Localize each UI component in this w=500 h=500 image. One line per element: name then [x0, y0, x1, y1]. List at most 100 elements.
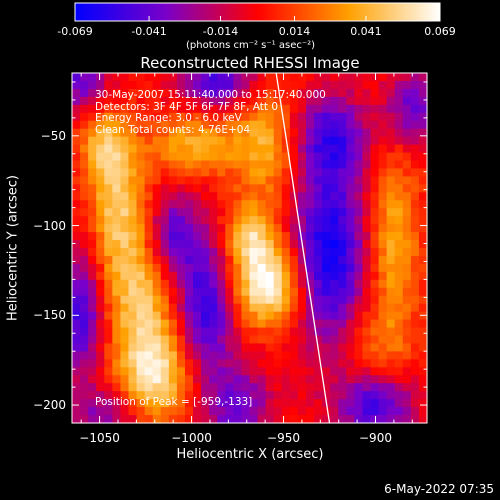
heatmap-cell	[112, 73, 122, 82]
heatmap-cell	[136, 343, 146, 352]
heatmap-cell	[362, 144, 372, 154]
colorbar-tick-label: -0.014	[202, 25, 239, 38]
heatmap-cell	[418, 96, 428, 106]
heatmap-cell	[160, 128, 170, 138]
heatmap-cell	[176, 391, 186, 400]
heatmap-cell	[330, 359, 339, 368]
heatmap-cell	[201, 359, 210, 368]
heatmap-cell	[314, 80, 323, 90]
heatmap-cell	[176, 279, 186, 289]
heatmap-cell	[346, 160, 355, 170]
heatmap-cell	[297, 104, 307, 114]
heatmap-cell	[338, 176, 347, 185]
heatmap-cell	[281, 176, 291, 185]
heatmap-cell	[305, 248, 315, 257]
heatmap-cell	[322, 327, 331, 337]
heatmap-cell	[257, 303, 267, 313]
heatmap-cell	[362, 216, 372, 225]
heatmap-cell	[80, 279, 89, 289]
heatmap-cell	[378, 73, 388, 82]
heatmap-cell	[201, 335, 210, 345]
heatmap-cell	[338, 343, 347, 352]
heatmap-cell	[330, 327, 339, 337]
heatmap-cell	[305, 224, 315, 233]
heatmap-cell	[386, 120, 396, 130]
heatmap-cell	[80, 176, 89, 185]
heatmap-cell	[249, 208, 259, 217]
heatmap-cell	[265, 136, 275, 146]
heatmap-cell	[160, 279, 170, 289]
heatmap-cell	[281, 112, 291, 122]
heatmap-cell	[160, 335, 170, 345]
heatmap-cell	[152, 73, 162, 82]
heatmap-cell	[370, 120, 380, 130]
heatmap-cell	[410, 383, 420, 392]
heatmap-cell	[96, 343, 105, 352]
heatmap-cell	[176, 343, 186, 352]
heatmap-cell	[402, 263, 412, 273]
heatmap-cell	[144, 176, 154, 185]
heatmap-cell	[72, 104, 81, 114]
heatmap-cell	[249, 88, 259, 98]
heatmap-cell	[112, 399, 122, 408]
heatmap-cell	[322, 152, 331, 162]
heatmap-cell	[241, 271, 251, 281]
heatmap-cell	[80, 184, 89, 193]
heatmap-cell	[233, 335, 243, 345]
heatmap-cell	[386, 144, 396, 154]
heatmap-cell	[184, 255, 194, 265]
heatmap-cell	[418, 232, 428, 241]
heatmap-cell	[362, 335, 372, 345]
heatmap-cell	[370, 303, 380, 313]
heatmap-cell	[394, 367, 404, 376]
heatmap-cell	[233, 104, 243, 114]
heatmap-cell	[241, 216, 251, 225]
heatmap-cell	[297, 319, 307, 329]
heatmap-cell	[72, 232, 81, 241]
heatmap-cell	[314, 88, 323, 98]
heatmap-cell	[193, 96, 202, 106]
heatmap-cell	[354, 216, 364, 225]
heatmap-cell	[249, 295, 259, 305]
heatmap-cell	[176, 248, 186, 257]
heatmap-cell	[120, 375, 130, 384]
heatmap-cell	[378, 232, 388, 241]
heatmap-cell	[136, 192, 146, 201]
heatmap-cell	[386, 343, 396, 352]
heatmap-cell	[305, 311, 315, 321]
heatmap-cell	[378, 327, 388, 337]
heatmap-cell	[257, 200, 267, 209]
heatmap-cell	[72, 351, 81, 360]
heatmap-cell	[410, 224, 420, 233]
heatmap-cell	[362, 240, 372, 249]
heatmap-cell	[346, 343, 355, 352]
heatmap-cell	[217, 184, 226, 193]
heatmap-cell	[168, 104, 178, 114]
heatmap-cell	[176, 311, 186, 321]
heatmap-cell	[297, 351, 307, 360]
heatmap-cell	[305, 407, 315, 416]
heatmap-cell	[120, 319, 130, 329]
heatmap-cell	[88, 359, 97, 368]
heatmap-cell	[378, 343, 388, 352]
heatmap-cell	[96, 383, 105, 392]
heatmap-cell	[120, 176, 130, 185]
heatmap-cell	[104, 128, 113, 138]
y-tick-label: −150	[33, 308, 66, 323]
heatmap-cell	[193, 335, 202, 345]
heatmap-cell	[297, 415, 307, 424]
heatmap-cell	[144, 415, 154, 424]
heatmap-cell	[184, 343, 194, 352]
heatmap-cell	[305, 359, 315, 368]
heatmap-cell	[297, 160, 307, 170]
heatmap-cell	[305, 128, 315, 138]
heatmap-cell	[322, 88, 331, 98]
heatmap-cell	[314, 391, 323, 400]
colorbar-tick-label: 0.069	[424, 25, 456, 38]
heatmap-cell	[249, 232, 259, 241]
y-axis-label: Heliocentric Y (arcsec)	[5, 175, 21, 321]
heatmap-cell	[96, 303, 105, 313]
heatmap-cell	[257, 120, 267, 130]
heatmap-cell	[394, 375, 404, 384]
heatmap-cell	[346, 311, 355, 321]
